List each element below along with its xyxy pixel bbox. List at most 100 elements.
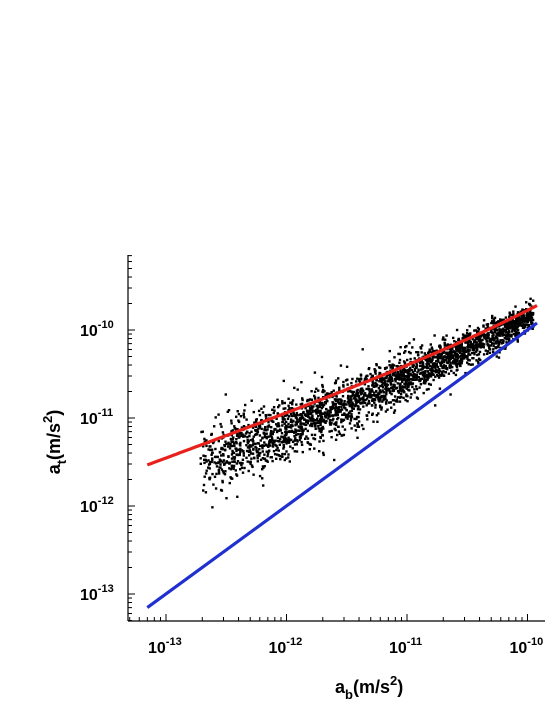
scatter-point (365, 394, 369, 397)
scatter-point (476, 326, 480, 330)
scatter-point (444, 371, 447, 374)
scatter-point (427, 359, 431, 363)
scatter-point (331, 403, 335, 406)
scatter-point (315, 410, 318, 414)
scatter-point (248, 434, 251, 438)
scatter-point (364, 398, 367, 402)
scatter-point (440, 353, 443, 356)
scatter-point (236, 495, 239, 498)
scatter-point (473, 340, 476, 344)
scatter-point (467, 358, 470, 361)
scatter-point (224, 440, 227, 443)
scatter-point (404, 380, 408, 383)
scatter-point (257, 442, 260, 445)
scatter-point (461, 347, 465, 351)
scatter-point (315, 418, 318, 422)
scatter-point (362, 427, 365, 431)
scatter-point (345, 403, 348, 406)
scatter-point (497, 343, 501, 346)
scatter-point (376, 384, 379, 387)
scatter-point (320, 375, 324, 379)
scatter-point (413, 357, 416, 360)
plot-area (146, 297, 538, 609)
scatter-point (396, 377, 400, 380)
scatter-point (415, 376, 418, 379)
scatter-point (378, 398, 382, 402)
scatter-point (507, 324, 511, 327)
scatter-point (504, 316, 508, 319)
scatter-point (254, 418, 258, 422)
scatter-point (267, 442, 271, 446)
scatter-point (243, 435, 247, 438)
scatter-point (383, 383, 387, 387)
scatter-point (318, 403, 322, 406)
scatter-point (203, 458, 206, 461)
scatter-point (348, 422, 352, 425)
scatter-point (453, 340, 456, 343)
scatter-point (285, 420, 288, 424)
scatter-point (332, 417, 335, 421)
scatter-point (394, 371, 397, 374)
scatter-point (417, 368, 420, 371)
scatter-point (515, 331, 518, 334)
scatter-point (239, 447, 242, 451)
scatter-point (232, 456, 235, 459)
scatter-point (322, 403, 326, 407)
scatter-point (522, 319, 525, 322)
scatter-point (296, 414, 299, 417)
scatter-point (314, 427, 317, 430)
scatter-point (210, 453, 213, 456)
scatter-point (431, 362, 435, 365)
scatter-point (455, 355, 458, 358)
scatter-point (221, 481, 224, 484)
scatter-point (273, 427, 276, 431)
scatter-point (517, 321, 520, 324)
scatter-point (274, 443, 277, 447)
scatter-point (362, 389, 365, 393)
scatter-point (278, 404, 281, 407)
scatter-point (313, 396, 317, 399)
scatter-point (322, 388, 325, 392)
scatter-point (392, 384, 395, 387)
scatter-point (512, 310, 515, 313)
scatter-point (474, 329, 477, 332)
scatter-point (439, 345, 442, 348)
scatter-point (375, 396, 378, 399)
scatter-point (431, 348, 434, 351)
scatter-point (358, 378, 361, 381)
scatter-point (523, 324, 526, 328)
scatter-point (283, 414, 287, 417)
scatter-point (295, 411, 299, 415)
scatter-point (461, 333, 465, 336)
scatter-point (232, 442, 236, 445)
scatter-point (267, 435, 270, 438)
scatter-point (351, 401, 354, 404)
scatter-point (284, 407, 287, 410)
scatter-point (335, 423, 338, 427)
scatter-point (317, 411, 320, 414)
scatter-point (474, 350, 478, 353)
scatter-point (366, 418, 369, 421)
scatter-point (402, 386, 405, 389)
scatter-point (317, 409, 320, 412)
scatter-point (515, 323, 519, 326)
scatter-point (242, 439, 246, 443)
scatter-point (331, 395, 334, 399)
scatter-point (403, 370, 407, 374)
scatter-point (209, 448, 212, 452)
scatter-point (261, 457, 265, 460)
scatter-point (437, 356, 440, 360)
x-tick-label: 10-12 (269, 636, 303, 657)
scatter-point (338, 432, 342, 435)
scatter-point (333, 403, 336, 406)
scatter-point (212, 441, 215, 445)
scatter-point (382, 377, 385, 380)
scatter-point (339, 408, 342, 412)
scatter-point (388, 349, 391, 353)
scatter-point (454, 350, 457, 353)
scatter-point (384, 410, 388, 413)
scatter-point (222, 459, 226, 462)
scatter-point (306, 399, 309, 403)
scatter-point (515, 321, 519, 324)
scatter-point (248, 432, 251, 435)
